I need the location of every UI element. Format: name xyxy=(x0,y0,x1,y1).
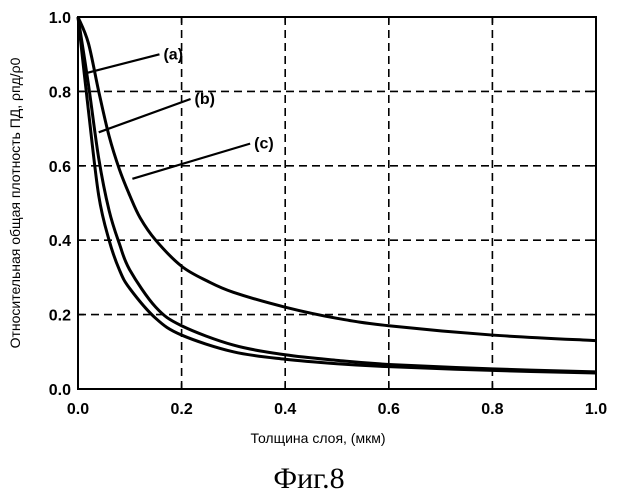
x-tick-label: 0.4 xyxy=(274,401,296,418)
y-tick-label: 0.8 xyxy=(49,84,71,101)
x-tick-labels: 0.0 0.2 0.4 0.6 0.8 1.0 xyxy=(67,401,607,418)
y-tick-label: 0.2 xyxy=(49,308,71,325)
y-tick-label: 0.6 xyxy=(49,159,71,176)
y-tick-label: 1.0 xyxy=(49,10,71,27)
y-axis-label: Относительная общая плотность ПД, ρпд/ρ0 xyxy=(7,57,23,348)
tick-marks xyxy=(78,17,596,389)
x-axis-label: Толщина слоя, (мкм) xyxy=(250,430,385,446)
x-tick-label: 0.8 xyxy=(481,401,503,418)
curve-layer xyxy=(78,17,596,373)
annotation-leader-a xyxy=(87,54,159,72)
chart-figure: 0.0 0.2 0.4 0.6 0.8 1.0 0.0 0.2 0.4 0.6 0.8 1.0 (a… xyxy=(0,0,618,500)
series-line-c xyxy=(78,17,596,341)
figure-caption: Фиг.8 xyxy=(273,462,344,495)
grid-lines xyxy=(78,17,596,389)
annotation-label-b: (b) xyxy=(195,91,215,108)
x-tick-label: 1.0 xyxy=(585,401,607,418)
x-tick-label: 0.0 xyxy=(67,401,89,418)
annotation-label-a: (a) xyxy=(163,46,183,63)
annotation-leader-c xyxy=(132,144,250,179)
plot-frame xyxy=(78,17,596,389)
y-tick-label: 0.4 xyxy=(49,233,71,250)
y-tick-label: 0.0 xyxy=(49,382,71,399)
x-tick-label: 0.2 xyxy=(170,401,192,418)
y-tick-labels: 0.0 0.2 0.4 0.6 0.8 1.0 xyxy=(49,10,71,399)
x-tick-label: 0.6 xyxy=(378,401,400,418)
annotation-label-c: (c) xyxy=(254,136,274,153)
annotation-leader-b xyxy=(99,99,191,132)
annotation-labels: (a) (b) (c) xyxy=(163,46,273,152)
annotation-leaders xyxy=(87,54,250,178)
